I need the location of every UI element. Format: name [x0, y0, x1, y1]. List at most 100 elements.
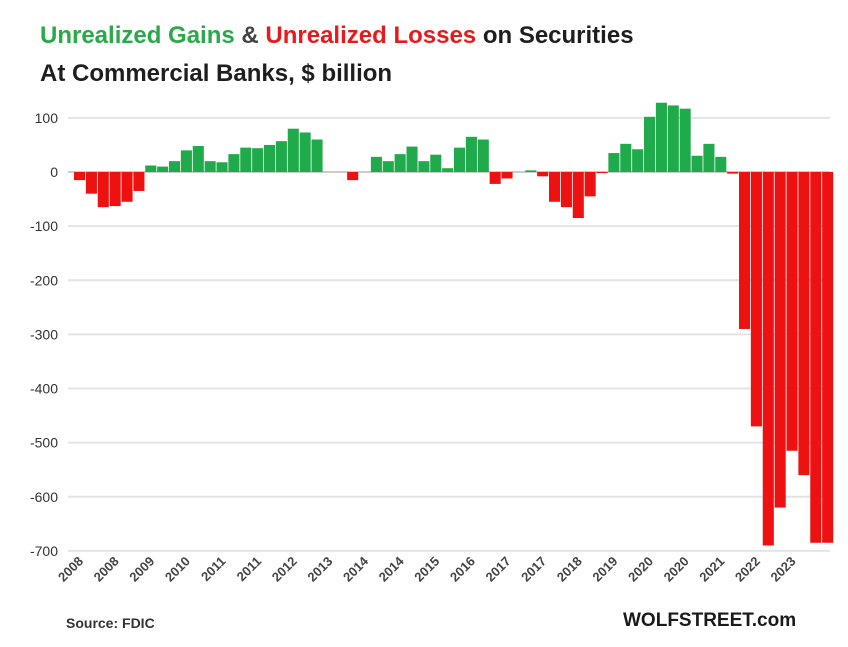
bar: [133, 172, 145, 191]
x-tick-label: 2021: [696, 554, 727, 585]
x-tick-label: 2020: [661, 554, 692, 585]
bar: [572, 172, 584, 219]
bar: [169, 161, 181, 172]
y-tick-label: -300: [30, 326, 58, 342]
bar: [252, 148, 264, 172]
y-tick-label: -100: [30, 218, 58, 234]
bar: [394, 154, 406, 172]
bar: [644, 116, 656, 172]
x-tick-label: 2009: [126, 554, 157, 585]
bar: [549, 172, 561, 202]
bar: [632, 149, 644, 172]
x-tick-label: 2016: [447, 554, 478, 585]
bar: [525, 170, 537, 172]
bar: [406, 146, 418, 172]
x-tick-label: 2008: [55, 554, 86, 585]
x-tick-label: 2017: [483, 554, 514, 585]
x-tick-label: 2022: [732, 554, 763, 585]
bar: [264, 144, 276, 172]
bar: [85, 172, 97, 194]
bar: [370, 156, 382, 172]
y-tick-label: -600: [30, 489, 58, 505]
title-gains: Unrealized Gains: [40, 22, 235, 49]
bar: [691, 155, 703, 172]
bar: [739, 172, 751, 329]
bar: [145, 165, 157, 172]
bar: [97, 172, 109, 208]
brand-logo: WOLFSTREET.com: [623, 610, 797, 631]
bar: [109, 172, 121, 207]
bar: [667, 105, 679, 172]
bar: [465, 136, 477, 172]
bar: [560, 172, 572, 208]
x-tick-label: 2011: [198, 554, 229, 585]
x-tick-label: 2011: [234, 554, 265, 585]
bar: [382, 161, 394, 172]
x-tick-label: 2017: [518, 554, 549, 585]
chart-subtitle: At Commercial Banks, $ billion: [40, 60, 393, 87]
bar: [501, 172, 513, 179]
bar: [311, 139, 323, 172]
title-amp: &: [234, 22, 266, 49]
source-label: Source: FDIC: [66, 615, 155, 631]
bar: [299, 132, 311, 172]
bar: [347, 172, 359, 181]
x-tick-label: 2018: [554, 554, 585, 585]
bar: [454, 147, 466, 172]
x-tick-label: 2013: [304, 554, 335, 585]
bar: [703, 143, 715, 172]
x-tick-label: 2019: [589, 554, 620, 585]
bar: [240, 147, 252, 172]
bar: [287, 128, 299, 172]
bar: [228, 154, 240, 172]
y-tick-label: -500: [30, 435, 58, 451]
x-tick-label: 2015: [411, 554, 442, 585]
y-tick-label: -400: [30, 381, 58, 397]
x-tick-label: 2010: [162, 554, 193, 585]
bar: [275, 141, 287, 172]
x-tick-label: 2012: [269, 554, 300, 585]
bar: [442, 168, 454, 172]
bar: [596, 172, 608, 174]
bar: [620, 143, 632, 172]
bar: [774, 172, 786, 508]
bar: [762, 172, 774, 546]
y-tick-label: -700: [30, 543, 58, 559]
bar: [204, 161, 216, 172]
bar: [608, 153, 620, 172]
bar: [477, 139, 489, 172]
y-tick-label: 0: [50, 164, 58, 180]
bar: [810, 172, 822, 543]
chart-title: Unrealized Gains & Unrealized Losses on …: [40, 22, 634, 50]
x-tick-label: 2014: [376, 553, 408, 585]
x-tick-label: 2020: [625, 554, 656, 585]
bar: [798, 172, 810, 476]
title-losses: Unrealized Losses: [265, 22, 477, 49]
bar: [74, 172, 86, 181]
y-tick-label: -200: [30, 272, 58, 288]
bar: [216, 162, 228, 172]
bar: [786, 172, 798, 451]
bar: [727, 172, 739, 174]
x-tick-label: 2014: [340, 553, 372, 585]
title-rest: on Securities: [476, 22, 634, 49]
bar: [121, 172, 133, 202]
y-tick-label: 100: [35, 110, 59, 126]
bar: [180, 150, 192, 172]
bar: [679, 108, 691, 172]
x-tick-label: 2008: [91, 554, 122, 585]
bar: [715, 156, 727, 172]
bar: [192, 146, 204, 172]
x-tick-label: 2023: [768, 554, 799, 585]
bar: [584, 172, 596, 197]
bar: [750, 172, 762, 427]
bar: [655, 102, 667, 172]
bar: [822, 172, 834, 543]
bar: [537, 172, 549, 177]
bar: [430, 154, 442, 172]
bar: [418, 161, 430, 172]
bar: [489, 172, 501, 184]
bar: [157, 166, 169, 172]
